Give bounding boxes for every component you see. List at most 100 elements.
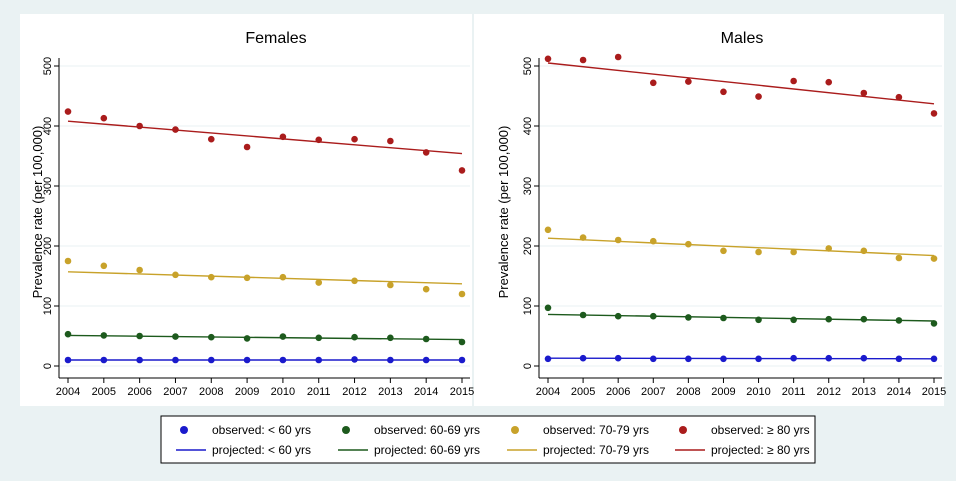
females-observed-point-g6069 (422, 335, 430, 343)
legend-label: observed: 70-79 yrs (543, 423, 649, 437)
females-x-tick-label: 2009 (235, 386, 259, 398)
females-observed-point-g7079 (64, 257, 72, 265)
males-x-tick-label: 2015 (922, 386, 946, 398)
females-observed-point-lt60 (64, 356, 72, 364)
males-observed-point-g7079 (895, 254, 903, 262)
females-observed-point-lt60 (136, 356, 143, 364)
males-observed-point-g6069 (895, 317, 903, 324)
males-observed-point-g7079 (930, 255, 938, 262)
legend-marker-lt60 (180, 426, 188, 434)
legend-label: observed: ≥ 80 yrs (711, 423, 810, 437)
females-observed-point-g7079 (458, 290, 466, 298)
males-observed-point-g7079 (649, 237, 657, 245)
males-projected-line-lt60 (547, 357, 935, 360)
females-x-tick-label: 2004 (56, 386, 80, 398)
males-x-tick-label: 2013 (852, 386, 876, 398)
females-panel-background (20, 14, 472, 406)
females-observed-point-g6069 (207, 333, 215, 341)
males-observed-point-g7079 (720, 247, 727, 255)
females-observed-point-lt60 (172, 356, 179, 364)
males-observed-point-g7079 (790, 248, 797, 256)
males-observed-point-lt60 (544, 355, 552, 363)
males-observed-point-lt60 (755, 355, 762, 363)
females-x-tick-label: 2013 (378, 386, 402, 398)
males-observed-point-g6069 (544, 304, 552, 312)
females-panel-title: Females (245, 30, 306, 47)
females-y-tick-label: 400 (42, 117, 54, 135)
females-observed-point-ge80 (136, 122, 143, 130)
females-observed-point-ge80 (315, 136, 323, 144)
females-x-tick-label: 2015 (450, 386, 474, 398)
females-observed-point-ge80 (64, 108, 72, 115)
females-observed-point-ge80 (279, 133, 287, 141)
males-y-tick-label: 400 (522, 117, 534, 135)
males-panel: Males Prevalence rate (per 100,000) 0 100… (474, 14, 946, 406)
females-y-tick-label: 0 (42, 363, 54, 369)
males-x-tick-label: 2010 (746, 386, 770, 398)
females-x-tick-label: 2008 (199, 386, 223, 398)
males-observed-point-ge80 (685, 78, 692, 85)
males-observed-point-lt60 (685, 355, 692, 363)
males-x-tick-label: 2005 (571, 386, 595, 398)
legend-label: projected: 60-69 yrs (374, 443, 480, 457)
females-x-tick-label: 2011 (307, 386, 331, 398)
males-observed-point-lt60 (720, 355, 727, 363)
males-observed-point-ge80 (860, 89, 868, 97)
females-projected-line-g7079 (67, 271, 463, 285)
females-observed-point-lt60 (315, 356, 323, 364)
females-projected-line-ge80 (67, 120, 463, 155)
males-observed-point-g6069 (579, 311, 587, 319)
females-y-tick-label: 200 (42, 237, 54, 255)
females-x-tick-label: 2005 (92, 386, 116, 398)
males-observed-point-g6069 (614, 312, 622, 320)
males-x-tick-label: 2004 (536, 386, 560, 398)
males-projected-line-g7079 (547, 237, 935, 257)
males-observed-point-lt60 (930, 355, 938, 363)
legend-label: observed: < 60 yrs (212, 423, 311, 437)
females-observed-point-ge80 (207, 135, 215, 143)
males-y-tick-label: 300 (522, 177, 534, 195)
females-observed-point-lt60 (279, 356, 287, 364)
males-observed-point-g7079 (755, 248, 762, 256)
females-observed-point-g7079 (315, 279, 323, 286)
females-observed-point-g7079 (136, 266, 143, 274)
males-observed-point-ge80 (614, 53, 622, 61)
males-y-tick-label: 500 (522, 57, 534, 75)
males-panel-background (474, 14, 944, 406)
males-observed-point-g7079 (685, 240, 692, 248)
males-observed-point-g7079 (579, 234, 587, 241)
males-x-tick-label: 2006 (606, 386, 630, 398)
females-observed-point-g6069 (387, 334, 394, 342)
males-y-axis-title: Prevalence rate (per 100,000) (496, 126, 511, 299)
females-observed-point-lt60 (243, 356, 251, 364)
males-observed-point-g6069 (790, 316, 797, 324)
females-observed-point-g7079 (422, 285, 430, 293)
legend-label: projected: 70-79 yrs (543, 443, 649, 457)
females-y-tick-label: 100 (42, 297, 54, 315)
males-y-tick-label: 200 (522, 237, 534, 255)
males-observed-point-lt60 (895, 355, 903, 363)
females-observed-point-lt60 (100, 356, 108, 364)
males-y-tick-label: 0 (522, 363, 534, 369)
females-observed-point-g6069 (243, 335, 251, 342)
legend-label: projected: < 60 yrs (212, 443, 311, 457)
legend-label: observed: 60-69 yrs (374, 423, 480, 437)
females-observed-point-ge80 (100, 114, 108, 122)
females-observed-point-g6069 (279, 333, 287, 340)
females-observed-point-ge80 (351, 135, 358, 143)
males-observed-point-g6069 (825, 315, 833, 323)
males-panel-title: Males (721, 30, 764, 47)
females-projected-line-g6069 (67, 334, 463, 341)
males-observed-point-lt60 (860, 354, 868, 362)
males-observed-point-lt60 (579, 354, 587, 362)
females-observed-point-g6069 (458, 338, 466, 346)
females-observed-point-ge80 (458, 167, 466, 174)
females-y-tick-label: 500 (42, 57, 54, 75)
legend: observed: < 60 yrs observed: 60-69 yrs obs… (160, 415, 816, 464)
males-observed-point-ge80 (720, 88, 727, 96)
females-observed-point-g6069 (100, 332, 108, 339)
females-observed-point-g7079 (172, 271, 179, 279)
males-observed-point-lt60 (790, 354, 797, 362)
males-observed-point-g7079 (544, 226, 552, 234)
